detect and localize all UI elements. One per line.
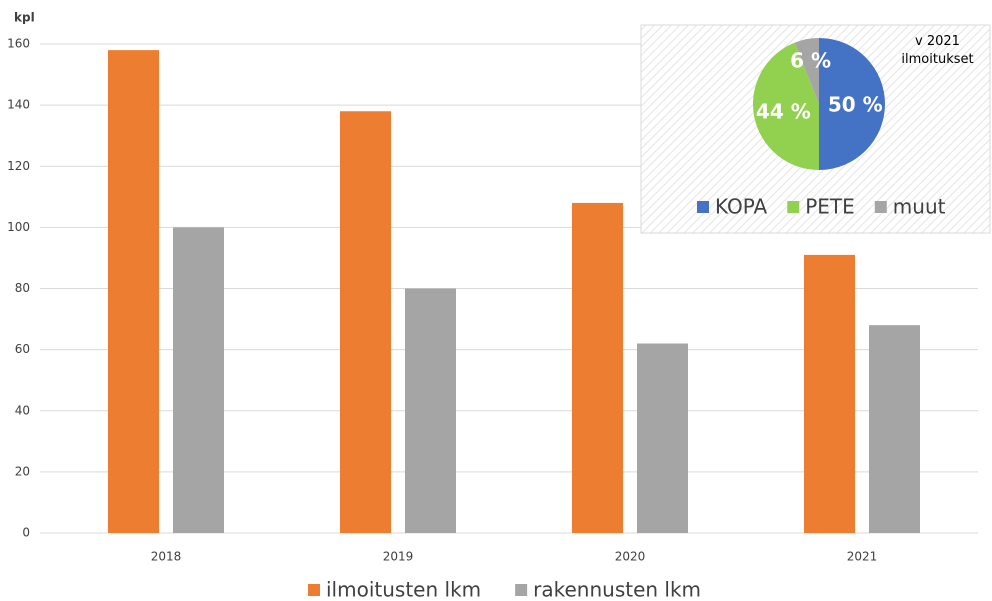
legend-swatch — [697, 201, 709, 213]
bar — [108, 50, 159, 534]
x-tick-label: 2020 — [615, 550, 646, 564]
bar — [572, 202, 623, 534]
y-axis-label: kpl — [14, 11, 35, 25]
bar-chart: 0 20 40 60 80 100 120 140 160 2018 2019 2020 2021 ilm… — [7, 37, 978, 601]
legend-label: muut — [893, 195, 946, 219]
bar — [173, 227, 224, 533]
pie-slice — [794, 38, 819, 104]
data-label: 44 % — [756, 99, 811, 123]
legend-swatch — [515, 584, 528, 596]
y-tick-label: 80 — [15, 281, 30, 295]
bar — [405, 288, 456, 533]
bar — [804, 254, 855, 533]
pie-slice — [753, 42, 819, 170]
bar — [340, 111, 391, 534]
legend-swatch — [308, 584, 320, 596]
x-tick-label: 2019 — [383, 550, 414, 564]
data-label: 50 % — [828, 93, 883, 117]
pie-chart: 50 % 44 % 6 % KOPA PETE muut — [640, 24, 991, 234]
y-tick-label: 20 — [15, 464, 30, 478]
pie-title: v 2021 ilmoitukset — [901, 34, 974, 67]
y-tick-label: 60 — [15, 342, 30, 356]
legend-label: KOPA — [715, 195, 768, 219]
x-tick-label: 2018 — [151, 550, 182, 564]
y-tick-label: 0 — [22, 526, 30, 540]
y-tick-label: 120 — [7, 159, 30, 173]
pie-slice — [819, 38, 885, 170]
bar — [869, 325, 920, 533]
bar — [637, 343, 688, 533]
y-tick-label: 140 — [7, 98, 30, 112]
legend-label: ilmoitusten lkm — [326, 578, 481, 601]
x-tick-label: 2021 — [847, 550, 878, 564]
y-tick-label: 40 — [15, 403, 30, 417]
y-tick-label: 160 — [7, 37, 30, 51]
data-label: 6 % — [790, 48, 831, 72]
legend-swatch — [874, 201, 887, 213]
legend-label: PETE — [805, 195, 855, 219]
legend-label: rakennusten lkm — [533, 578, 701, 601]
y-tick-label: 100 — [7, 220, 30, 234]
legend-swatch — [787, 201, 800, 213]
